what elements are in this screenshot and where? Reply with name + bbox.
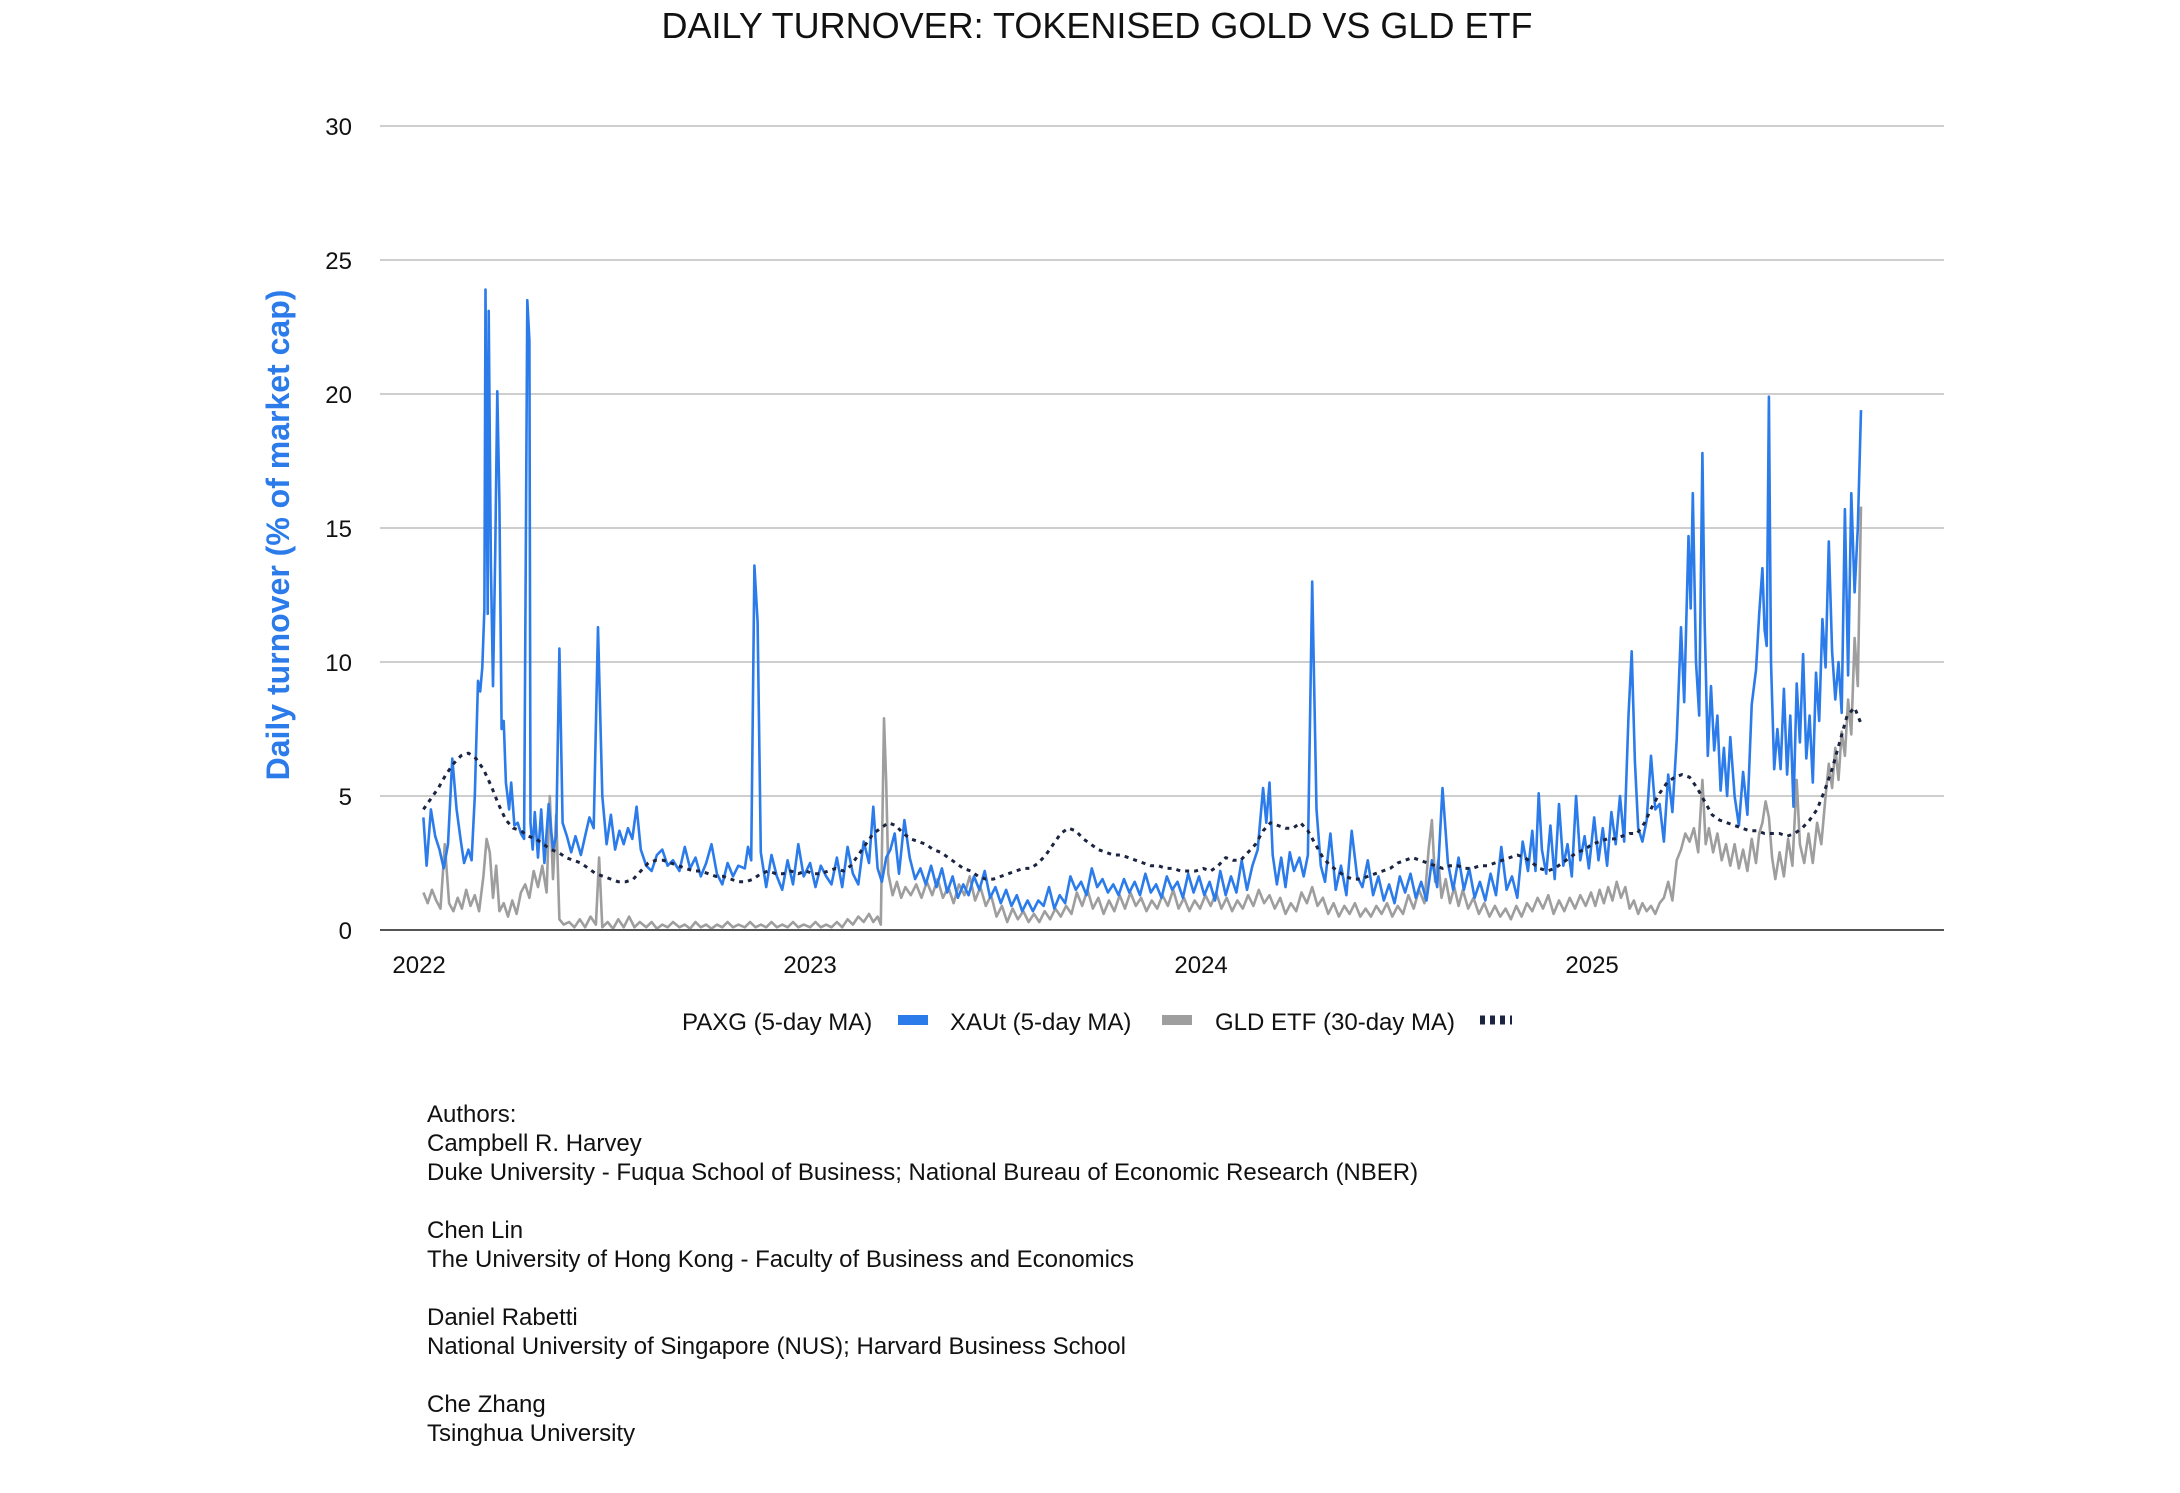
- x-tick-label: 2022: [392, 952, 445, 979]
- x-axis-ticks: 2022 2023 2024 2025: [392, 952, 1618, 979]
- author-affiliation: Duke University - Fuqua School of Busine…: [427, 1159, 1419, 1186]
- author-affiliation: Tsinghua University: [427, 1420, 636, 1447]
- chart-title: DAILY TURNOVER: TOKENISED GOLD VS GLD ET…: [662, 5, 1533, 46]
- legend: PAXG (5-day MA) XAUt (5-day MA) GLD ETF (3…: [682, 1009, 1512, 1036]
- series-line: [422, 288, 1863, 913]
- y-axis-ticks: 0 5 10 15 20 25 30: [325, 114, 352, 945]
- series-line: [422, 506, 1863, 930]
- y-tick-label: 25: [325, 248, 352, 275]
- author-name: Campbell R. Harvey: [427, 1130, 642, 1157]
- grid-lines: [380, 125, 1944, 797]
- y-tick-label: 20: [325, 382, 352, 409]
- x-tick-label: 2024: [1174, 952, 1227, 979]
- series-line: [422, 706, 1864, 884]
- x-tick-label: 2023: [783, 952, 836, 979]
- author-name: Daniel Rabetti: [427, 1304, 578, 1331]
- legend-swatch: [898, 1015, 928, 1025]
- legend-swatch: [1162, 1015, 1192, 1025]
- author-name: Che Zhang: [427, 1391, 546, 1418]
- legend-label: XAUt (5-day MA): [950, 1009, 1131, 1036]
- y-tick-label: 0: [339, 918, 352, 945]
- authors-heading: Authors:: [427, 1101, 517, 1128]
- y-tick-label: 15: [325, 516, 352, 543]
- y-axis-label: Daily turnover (% of market cap): [260, 290, 296, 781]
- x-tick-label: 2025: [1565, 952, 1618, 979]
- authors-block: Authors: Campbell R. Harvey Duke Univers…: [427, 1100, 1418, 1448]
- y-tick-label: 10: [325, 650, 352, 677]
- author-name: Chen Lin: [427, 1217, 524, 1244]
- y-tick-label: 5: [339, 784, 352, 811]
- author-affiliation: National University of Singapore (NUS); …: [427, 1333, 1126, 1360]
- y-tick-label: 30: [325, 114, 352, 141]
- legend-label: GLD ETF (30-day MA): [1215, 1009, 1455, 1036]
- series-lines: [422, 288, 1864, 930]
- author-affiliation: The University of Hong Kong - Faculty of…: [427, 1246, 1134, 1273]
- legend-label: PAXG (5-day MA): [682, 1009, 872, 1036]
